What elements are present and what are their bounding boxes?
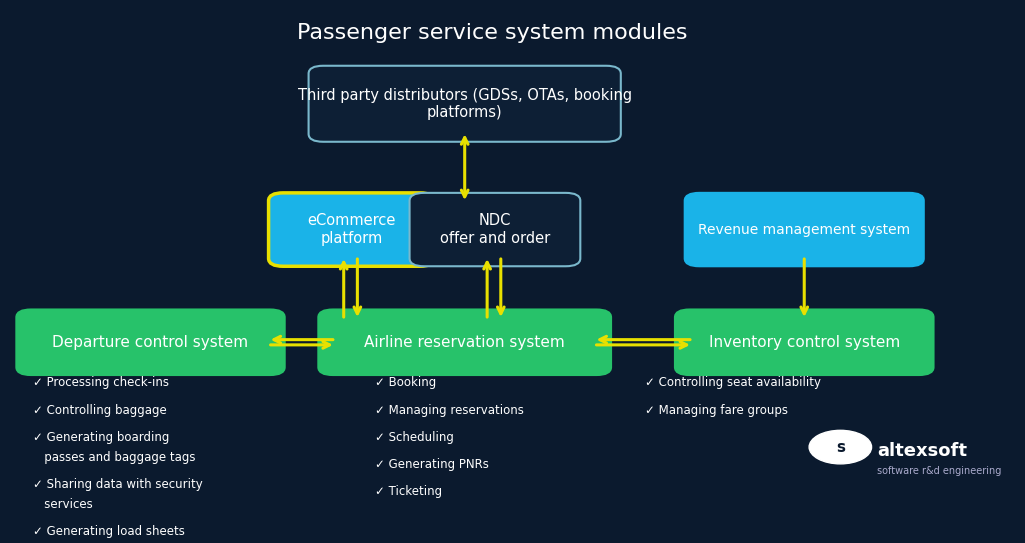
Text: ✓ Processing check-ins: ✓ Processing check-ins (34, 376, 169, 389)
Text: ✓ Generating boarding: ✓ Generating boarding (34, 431, 170, 444)
FancyBboxPatch shape (269, 193, 435, 266)
FancyBboxPatch shape (319, 310, 611, 375)
Text: ✓ Sharing data with security: ✓ Sharing data with security (34, 478, 203, 491)
Text: ✓ Controlling baggage: ✓ Controlling baggage (34, 403, 167, 416)
Text: ✓ Scheduling: ✓ Scheduling (375, 431, 454, 444)
Text: ✓ Managing reservations: ✓ Managing reservations (375, 403, 524, 416)
Text: Inventory control system: Inventory control system (708, 335, 900, 350)
Text: eCommerce
platform: eCommerce platform (308, 213, 396, 246)
Text: ✓ Generating load sheets: ✓ Generating load sheets (34, 525, 186, 538)
Text: s: s (835, 440, 845, 454)
FancyBboxPatch shape (674, 310, 934, 375)
FancyBboxPatch shape (309, 66, 621, 142)
Text: software r&d engineering: software r&d engineering (877, 466, 1001, 476)
Text: ✓ Controlling seat availability: ✓ Controlling seat availability (645, 376, 821, 389)
Text: passes and baggage tags: passes and baggage tags (34, 451, 196, 464)
Text: Revenue management system: Revenue management system (698, 223, 910, 237)
Text: ✓ Generating PNRs: ✓ Generating PNRs (375, 458, 489, 471)
Circle shape (809, 430, 871, 464)
FancyBboxPatch shape (410, 193, 580, 266)
Text: ✓ Booking: ✓ Booking (375, 376, 437, 389)
FancyBboxPatch shape (16, 310, 285, 375)
Text: ✓ Ticketing: ✓ Ticketing (375, 485, 442, 498)
Text: ✓ Managing fare groups: ✓ Managing fare groups (645, 403, 788, 416)
Text: services: services (34, 498, 93, 511)
Text: Departure control system: Departure control system (52, 335, 249, 350)
Text: Airline reservation system: Airline reservation system (364, 335, 565, 350)
Text: altexsoft: altexsoft (877, 442, 968, 460)
Text: Passenger service system modules: Passenger service system modules (297, 23, 688, 43)
Text: Third party distributors (GDSs, OTAs, booking
platforms): Third party distributors (GDSs, OTAs, bo… (297, 87, 631, 120)
Text: NDC
offer and order: NDC offer and order (440, 213, 550, 246)
FancyBboxPatch shape (685, 193, 924, 266)
